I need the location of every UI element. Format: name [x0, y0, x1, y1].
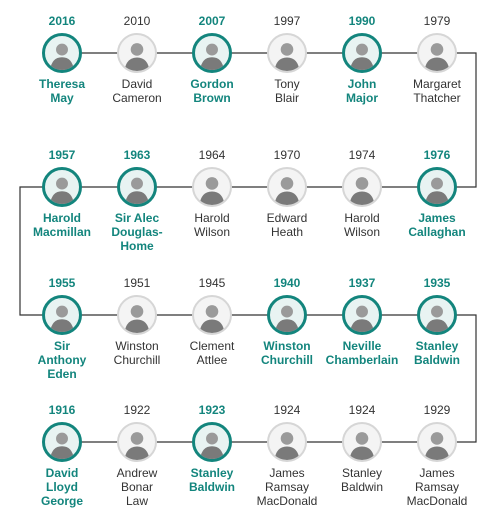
- portrait-photo: [192, 422, 232, 462]
- term-start-year: 1924: [348, 403, 376, 417]
- prime-minister-name: James Ramsay MacDonald: [256, 466, 318, 508]
- prime-minister-card: 1935 Stanley Baldwin: [399, 276, 475, 367]
- term-start-year: 1979: [423, 14, 451, 28]
- prime-minister-card: 1957 Harold Macmillan: [24, 148, 100, 239]
- prime-minister-name: John Major: [345, 77, 378, 105]
- prime-minister-name: Harold Wilson: [343, 211, 380, 239]
- prime-minister-card: 1945 Clement Attlee: [174, 276, 250, 367]
- prime-minister-card: 1970 Edward Heath: [249, 148, 325, 239]
- prime-minister-name: David Lloyd George: [40, 466, 83, 508]
- portrait-photo: [42, 167, 82, 207]
- portrait-photo: [417, 33, 457, 73]
- prime-minister-card: 1990 John Major: [324, 14, 400, 105]
- portrait-photo: [192, 167, 232, 207]
- prime-minister-card: 1955 Sir Anthony Eden: [24, 276, 100, 381]
- prime-minister-card: 1979 Margaret Thatcher: [399, 14, 475, 105]
- prime-minister-name: Stanley Baldwin: [188, 466, 235, 494]
- term-start-year: 1922: [123, 403, 151, 417]
- prime-minister-name: James Ramsay MacDonald: [406, 466, 468, 508]
- term-start-year: 1963: [123, 148, 151, 162]
- portrait-photo: [342, 422, 382, 462]
- term-start-year: 1976: [423, 148, 451, 162]
- portrait-photo: [417, 167, 457, 207]
- term-start-year: 1929: [423, 403, 451, 417]
- portrait-photo: [267, 167, 307, 207]
- portrait-photo: [192, 33, 232, 73]
- term-start-year: 1937: [348, 276, 376, 290]
- prime-minister-name: Theresa May: [38, 77, 86, 105]
- prime-minister-name: James Callaghan: [408, 211, 466, 239]
- prime-minister-card: 1929 James Ramsay MacDonald: [399, 403, 475, 508]
- prime-minister-name: Harold Macmillan: [32, 211, 92, 239]
- term-start-year: 1940: [273, 276, 301, 290]
- term-start-year: 1935: [423, 276, 451, 290]
- prime-minister-card: 1997 Tony Blair: [249, 14, 325, 105]
- term-start-year: 1945: [198, 276, 226, 290]
- prime-minister-name: David Cameron: [112, 77, 162, 105]
- term-start-year: 1974: [348, 148, 376, 162]
- portrait-photo: [267, 295, 307, 335]
- term-start-year: 2007: [198, 14, 226, 28]
- portrait-photo: [342, 33, 382, 73]
- portrait-photo: [117, 167, 157, 207]
- portrait-photo: [42, 422, 82, 462]
- portrait-photo: [42, 295, 82, 335]
- term-start-year: 1990: [348, 14, 376, 28]
- prime-minister-card: 1964 Harold Wilson: [174, 148, 250, 239]
- prime-minister-card: 1951 Winston Churchill: [99, 276, 175, 367]
- term-start-year: 1997: [273, 14, 301, 28]
- prime-minister-name: Andrew Bonar Law: [116, 466, 158, 508]
- term-start-year: 2016: [48, 14, 76, 28]
- prime-minister-name: Clement Attlee: [189, 339, 235, 367]
- term-start-year: 1964: [198, 148, 226, 162]
- prime-minister-name: Edward Heath: [266, 211, 308, 239]
- prime-minister-name: Sir Alec Douglas- Home: [111, 211, 163, 253]
- prime-minister-name: Winston Churchill: [113, 339, 161, 367]
- prime-minister-name: Winston Churchill: [260, 339, 313, 367]
- prime-minister-card: 2016 Theresa May: [24, 14, 100, 105]
- prime-minister-card: 1922 Andrew Bonar Law: [99, 403, 175, 508]
- prime-minister-name: Margaret Thatcher: [412, 77, 462, 105]
- prime-minister-name: Stanley Baldwin: [340, 466, 384, 494]
- prime-minister-name: Sir Anthony Eden: [37, 339, 87, 381]
- term-start-year: 1916: [48, 403, 76, 417]
- prime-minister-card: 2010 David Cameron: [99, 14, 175, 105]
- term-start-year: 1951: [123, 276, 151, 290]
- prime-minister-card: 1974 Harold Wilson: [324, 148, 400, 239]
- prime-minister-card: 1937 Neville Chamberlain: [324, 276, 400, 367]
- portrait-photo: [117, 295, 157, 335]
- prime-minister-name: Gordon Brown: [190, 77, 234, 105]
- portrait-photo: [342, 167, 382, 207]
- prime-minister-card: 1916 David Lloyd George: [24, 403, 100, 508]
- prime-minister-card: 1940 Winston Churchill: [249, 276, 325, 367]
- prime-minister-name: Stanley Baldwin: [413, 339, 460, 367]
- prime-minister-name: Harold Wilson: [193, 211, 230, 239]
- portrait-photo: [42, 33, 82, 73]
- term-start-year: 1923: [198, 403, 226, 417]
- prime-minister-card: 1923 Stanley Baldwin: [174, 403, 250, 494]
- term-start-year: 1970: [273, 148, 301, 162]
- prime-minister-card: 1963 Sir Alec Douglas- Home: [99, 148, 175, 253]
- portrait-photo: [417, 422, 457, 462]
- term-start-year: 1957: [48, 148, 76, 162]
- prime-minister-name: Neville Chamberlain: [325, 339, 399, 367]
- portrait-photo: [267, 33, 307, 73]
- portrait-photo: [117, 33, 157, 73]
- portrait-photo: [117, 422, 157, 462]
- portrait-photo: [267, 422, 307, 462]
- prime-minister-card: 2007 Gordon Brown: [174, 14, 250, 105]
- prime-minister-name: Tony Blair: [274, 77, 300, 105]
- term-start-year: 1955: [48, 276, 76, 290]
- prime-minister-card: 1924 Stanley Baldwin: [324, 403, 400, 494]
- prime-minister-card: 1924 James Ramsay MacDonald: [249, 403, 325, 508]
- term-start-year: 1924: [273, 403, 301, 417]
- portrait-photo: [192, 295, 232, 335]
- portrait-photo: [342, 295, 382, 335]
- term-start-year: 2010: [123, 14, 151, 28]
- portrait-photo: [417, 295, 457, 335]
- prime-minister-card: 1976 James Callaghan: [399, 148, 475, 239]
